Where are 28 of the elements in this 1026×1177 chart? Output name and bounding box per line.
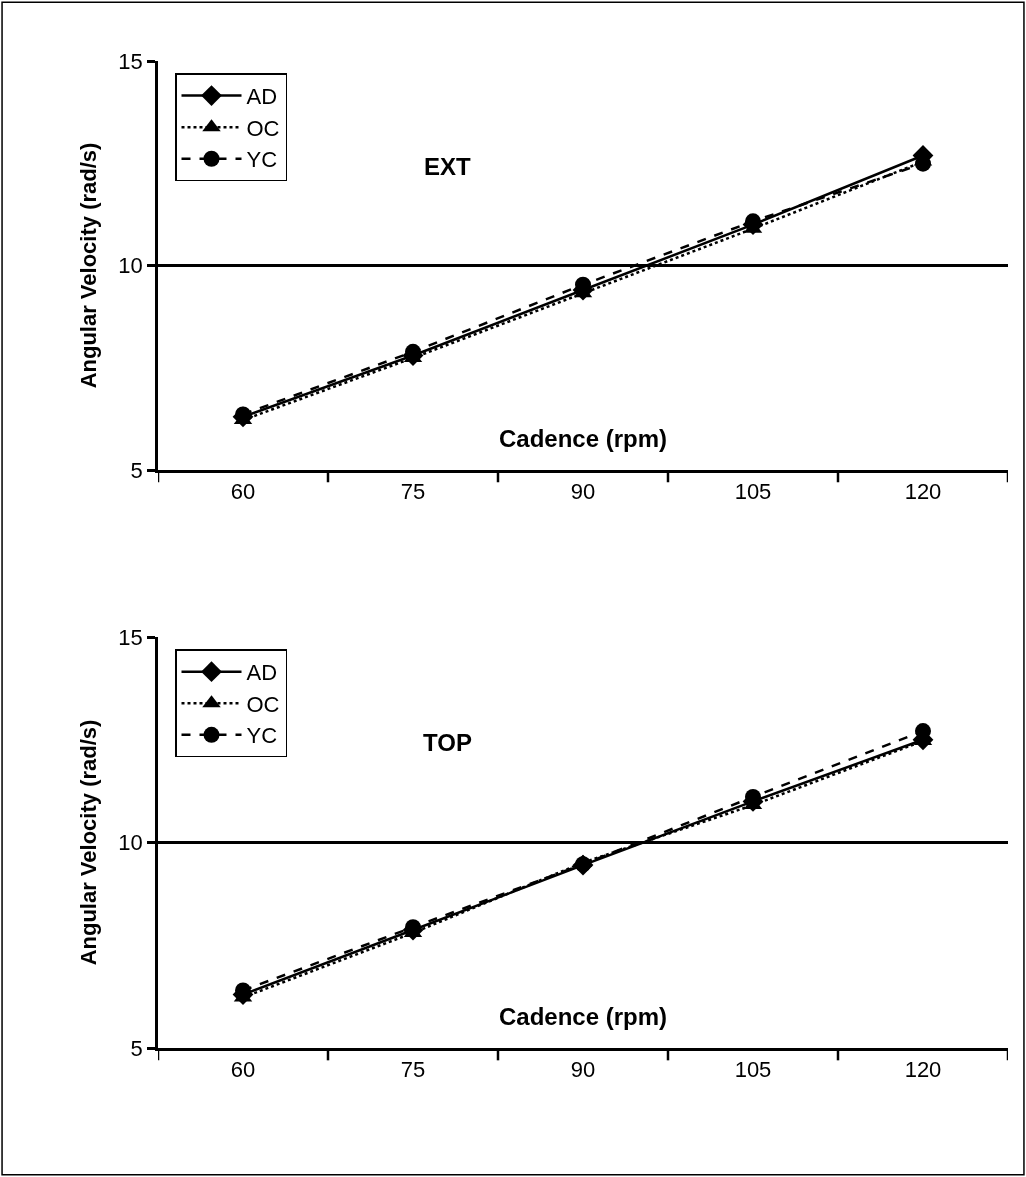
annotation: TOP xyxy=(423,729,472,756)
annotation: EXT xyxy=(424,153,472,180)
x-tick-label: 75 xyxy=(400,1057,426,1083)
legend-label: AD xyxy=(246,84,278,110)
legend-label: OC xyxy=(246,691,280,717)
y-axis-title: Angular Velocity (rad/s) xyxy=(76,142,102,389)
x-tick-label: 90 xyxy=(570,479,596,505)
y-tick-label: 5 xyxy=(130,457,143,483)
x-tick-label: 60 xyxy=(230,479,256,505)
x-tick-label: 75 xyxy=(400,479,426,505)
y-tick-label: 15 xyxy=(118,624,143,650)
x-tick-label: 120 xyxy=(904,479,942,505)
legend-label: OC xyxy=(246,115,280,141)
y-tick-label: 15 xyxy=(118,48,143,74)
x-tick-label: 90 xyxy=(570,1057,596,1083)
y-tick-label: 5 xyxy=(130,1035,143,1061)
y-tick-label: 10 xyxy=(118,830,143,856)
x-tick-label: 60 xyxy=(230,1057,256,1083)
legend-label: YC xyxy=(246,723,278,749)
y-axis-title: Angular Velocity (rad/s) xyxy=(76,719,102,966)
x-tick-label: 105 xyxy=(734,479,772,505)
legend-label: AD xyxy=(246,660,278,686)
x-axis-title: Cadence (rpm) xyxy=(499,425,668,452)
legend-label: YC xyxy=(246,147,278,173)
x-tick-label: 105 xyxy=(734,1057,772,1083)
y-tick-label: 10 xyxy=(118,253,143,279)
x-axis-title: Cadence (rpm) xyxy=(499,1003,668,1030)
x-tick-label: 120 xyxy=(904,1057,942,1083)
